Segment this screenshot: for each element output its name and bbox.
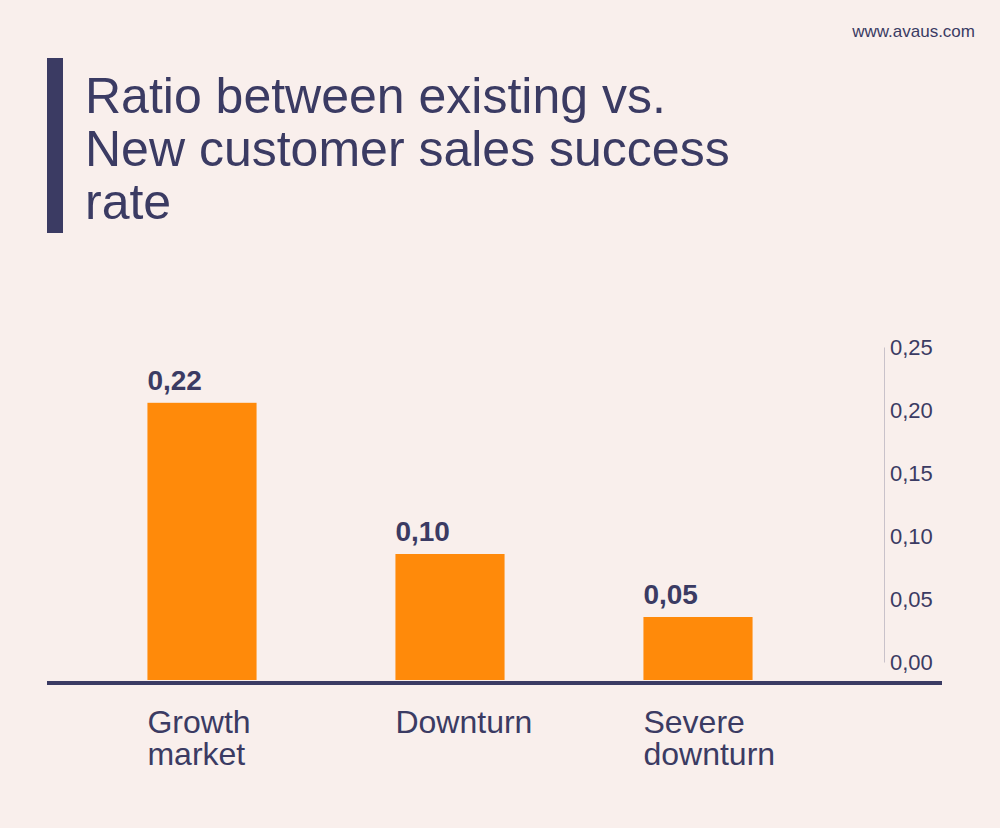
chart: www.avaus.com Ratio between existing vs.N…: [0, 0, 1000, 828]
y-tick-label: 0,20: [890, 398, 933, 423]
y-tick: 0,25: [884, 335, 933, 360]
title-accent: [47, 58, 63, 233]
title-line: rate: [85, 174, 171, 230]
y-axis: 0,00 0,05 0,10 0,15 0,20 0,25: [884, 335, 933, 675]
source: www.avaus.com: [851, 22, 975, 41]
y-tick-label: 0,00: [890, 650, 933, 675]
y-tick: 0,10: [884, 524, 933, 549]
title: Ratio between existing vs.New customer s…: [85, 68, 730, 230]
y-tick: 0,05: [884, 587, 933, 612]
data-label: 0,10: [395, 516, 450, 547]
y-tick-label: 0,25: [890, 335, 933, 360]
title-line: Ratio between existing vs.: [85, 68, 666, 124]
background: [0, 0, 1000, 828]
x-tick-label-line: downturn: [643, 736, 775, 772]
y-tick-label: 0,05: [890, 587, 933, 612]
data-label: 0,22: [147, 365, 202, 396]
y-tick-label: 0,10: [890, 524, 933, 549]
x-tick-label-line: market: [147, 736, 245, 772]
y-tick: 0,15: [884, 461, 933, 486]
y-tick-label: 0,15: [890, 461, 933, 486]
bars: [147, 403, 752, 680]
data-label: 0,05: [643, 579, 698, 610]
data-labels: 0,22 0,10 0,05: [147, 365, 698, 610]
x-tick-label-line: Growth: [147, 704, 250, 740]
x-axis-line: [47, 681, 942, 685]
x-tick-label: Severedownturn: [643, 704, 775, 772]
x-tick-label-line: Downturn: [395, 704, 532, 740]
x-tick-label-line: Severe: [643, 704, 744, 740]
title-line: New customer sales success: [85, 121, 730, 177]
y-axis-line: [884, 348, 885, 663]
y-tick: 0,20: [884, 398, 933, 423]
y-tick: 0,00: [884, 650, 933, 675]
bar: [147, 403, 256, 680]
x-tick-label: Growthmarket: [147, 704, 250, 772]
x-tick-label: Downturn: [395, 704, 532, 740]
bar: [395, 554, 504, 680]
bar: [643, 617, 752, 680]
x-axis: Growthmarket Downturn Severedownturn: [147, 704, 775, 772]
